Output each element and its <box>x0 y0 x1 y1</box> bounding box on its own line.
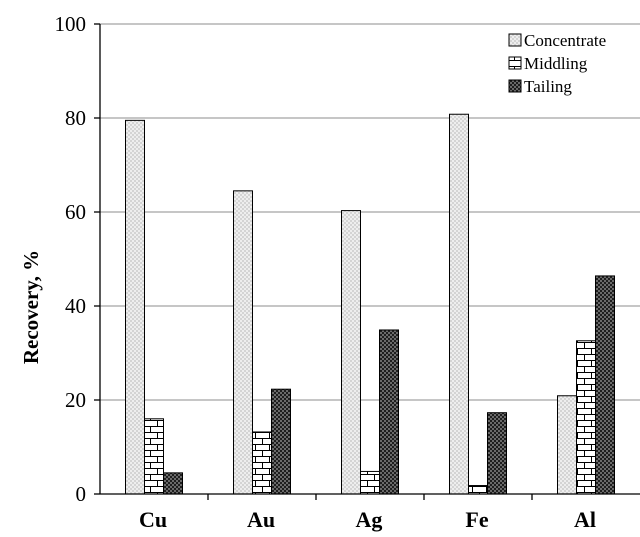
x-tick-labels: Cu Au Ag Fe Al <box>139 494 596 532</box>
bar-fe-concentrate <box>449 113 469 495</box>
bar-al-middling <box>576 340 596 495</box>
y-tick-label: 40 <box>65 294 86 318</box>
legend-label-concentrate: Concentrate <box>524 31 606 50</box>
bar-au-concentrate <box>233 190 253 495</box>
bar-cu-concentrate <box>125 119 145 495</box>
bar-cu-middling <box>144 418 164 495</box>
bar-al-concentrate <box>557 395 577 495</box>
bar-au-tailing <box>271 388 291 495</box>
bar-au-middling <box>252 431 272 495</box>
y-axis-title: Recovery, % <box>19 250 43 364</box>
x-tick-label: Cu <box>139 507 167 532</box>
bar-ag-middling <box>360 470 380 495</box>
gridlines <box>100 23 640 401</box>
bar-fe-tailing <box>487 412 507 495</box>
y-tick-label: 60 <box>65 200 86 224</box>
bar-cu-tailing <box>163 472 183 495</box>
y-tick-labels: 0 20 40 60 80 100 <box>55 12 100 506</box>
y-tick-label: 0 <box>76 482 87 506</box>
x-tick-label: Au <box>247 507 275 532</box>
legend-swatch-tailing <box>508 79 522 93</box>
legend: Concentrate Middling Tailing <box>508 31 606 96</box>
legend-label-middling: Middling <box>524 54 588 73</box>
x-tick-label: Fe <box>465 507 488 532</box>
legend-swatch-concentrate <box>508 33 522 47</box>
bar-ag-tailing <box>379 329 399 495</box>
bar-fe-middling <box>468 485 488 495</box>
bar-ag-concentrate <box>341 210 361 495</box>
y-tick-label: 100 <box>55 12 87 36</box>
legend-swatch-middling <box>508 56 522 70</box>
y-tick-label: 20 <box>65 388 86 412</box>
x-tick-label: Al <box>574 507 596 532</box>
bar-al-tailing <box>595 275 615 495</box>
y-tick-label: 80 <box>65 106 86 130</box>
legend-label-tailing: Tailing <box>524 77 572 96</box>
x-tick-label: Ag <box>356 507 383 532</box>
bars <box>125 113 615 495</box>
